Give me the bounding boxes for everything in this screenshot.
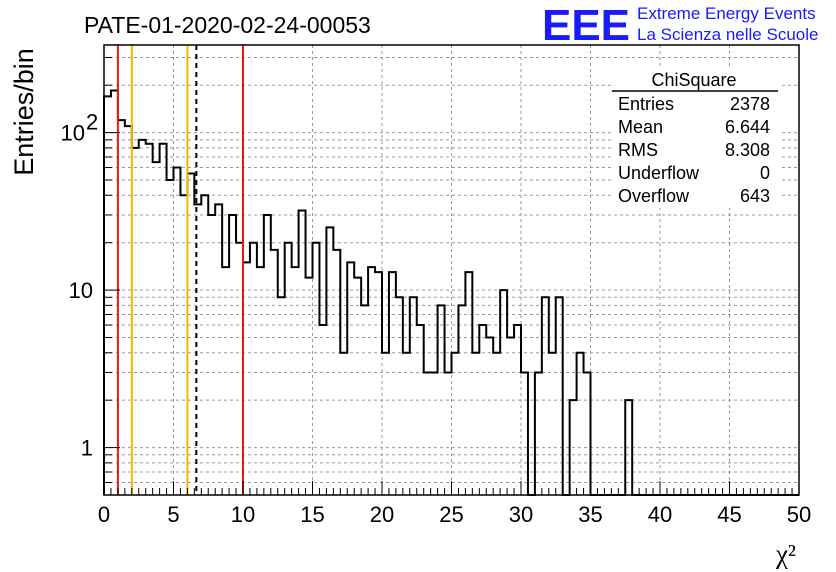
x-tick-label: 15: [300, 502, 324, 527]
x-tick-label: 35: [578, 502, 602, 527]
stats-label: Entries: [618, 94, 674, 114]
axes: [103, 44, 800, 496]
x-tick-label: 30: [509, 502, 533, 527]
logo-line-1: Extreme Energy Events: [637, 4, 816, 23]
x-tick-label: 45: [717, 502, 741, 527]
x-tick-label: 25: [439, 502, 463, 527]
stats-value: 8.308: [725, 140, 770, 160]
y-tick-label: 1: [81, 436, 93, 461]
stats-title: ChiSquare: [651, 70, 736, 90]
x-tick-label: 50: [787, 502, 811, 527]
y-axis-title: Entries/bin: [9, 48, 39, 176]
stats-value: 6.644: [725, 117, 770, 137]
eee-logo-mark: EEE: [542, 1, 630, 50]
x-tick-label: 40: [648, 502, 672, 527]
x-tick-label: 5: [167, 502, 179, 527]
grid: [104, 45, 799, 495]
stats-label: Underflow: [618, 163, 700, 183]
y-tick-label: 10: [69, 278, 93, 303]
logo-line-2: La Scienza nelle Scuole: [637, 25, 818, 44]
y-tick-exponent: 2: [86, 110, 98, 135]
y-tick-label: 10: [61, 121, 85, 146]
x-tick-label: 20: [370, 502, 394, 527]
stats-value: 0: [760, 163, 770, 183]
stats-box: ChiSquare Entries 2378 Mean 6.644 RMS 8.308 Un…: [612, 68, 780, 208]
stats-label: RMS: [618, 140, 658, 160]
reference-lines: [116, 45, 244, 495]
stats-value: 643: [740, 186, 770, 206]
stats-label: Mean: [618, 117, 663, 137]
x-tick-label: 0: [98, 502, 110, 527]
x-axis-title: χ²: [775, 539, 796, 569]
stats-label: Overflow: [618, 186, 690, 206]
chart-title: PATE-01-2020-02-24-00053: [84, 12, 371, 38]
stats-value: 2378: [730, 94, 770, 114]
x-tick-label: 10: [231, 502, 255, 527]
